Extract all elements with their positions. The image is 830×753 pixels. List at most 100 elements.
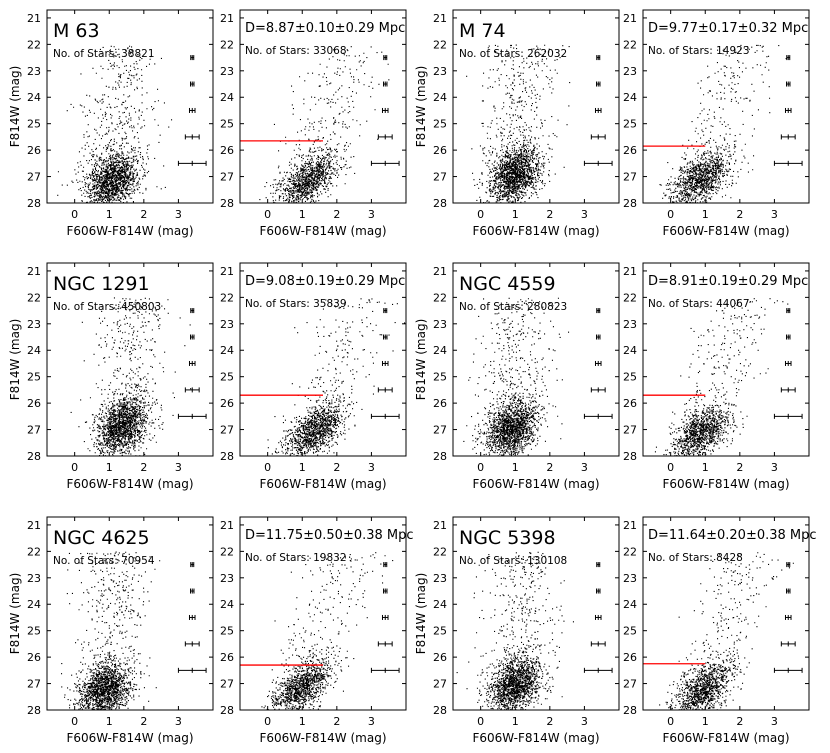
y-tick-label: 26 — [623, 651, 637, 664]
error-bars — [773, 308, 803, 419]
plot-frame — [452, 262, 620, 457]
y-tick-label: 27 — [433, 171, 447, 184]
star-count: No. of Stars: 38821 — [53, 48, 155, 60]
error-bar — [188, 107, 196, 113]
y-tick-label: 23 — [623, 318, 637, 331]
plot-frame — [642, 9, 810, 204]
y-tick-label: 21 — [623, 12, 637, 25]
x-tick-label: 2 — [546, 461, 553, 474]
error-bar — [784, 360, 792, 366]
x-tick-label: 0 — [264, 461, 271, 474]
x-tick-label: 0 — [477, 461, 484, 474]
error-bar — [177, 667, 207, 673]
y-tick-label: 25 — [27, 625, 41, 638]
y-tick-label: 23 — [433, 65, 447, 78]
error-bar — [370, 667, 400, 673]
star-dots — [659, 44, 787, 203]
x-tick-label: 3 — [368, 461, 375, 474]
star-count: No. of Stars: 19832 — [245, 552, 347, 564]
error-bar — [786, 588, 791, 594]
error-bars — [773, 562, 803, 673]
x-tick-label: 1 — [106, 715, 113, 728]
x-axis-label: F606W-F814W (mag) — [259, 477, 386, 491]
x-tick-label: 0 — [667, 208, 674, 221]
error-bar — [190, 81, 195, 87]
x-tick-label: 2 — [736, 208, 743, 221]
axes-ticks — [47, 263, 213, 457]
error-bar — [190, 588, 195, 594]
y-tick-label: 24 — [27, 91, 41, 104]
y-tick-label: 21 — [220, 12, 234, 25]
error-bars — [583, 308, 613, 419]
y-tick-label: 22 — [433, 545, 447, 558]
x-axis-label: F606W-F814W (mag) — [472, 224, 599, 238]
error-bar — [594, 614, 602, 620]
error-bar — [786, 55, 791, 61]
axes-ticks — [240, 517, 406, 711]
x-tick-label: 3 — [368, 208, 375, 221]
x-tick-label: 3 — [771, 715, 778, 728]
y-tick-label: 21 — [220, 265, 234, 278]
y-tick-label: 28 — [27, 704, 41, 717]
scatter-points — [70, 297, 192, 456]
y-tick-label: 24 — [220, 598, 234, 611]
y-tick-label: 28 — [27, 197, 41, 210]
x-tick-label: 0 — [71, 461, 78, 474]
y-tick-label: 23 — [220, 318, 234, 331]
x-axis-label: F606W-F814W (mag) — [259, 731, 386, 745]
galaxy-name: M 63 — [53, 20, 100, 42]
y-tick-label: 25 — [433, 118, 447, 131]
y-tick-label: 24 — [433, 91, 447, 104]
error-bar — [594, 360, 602, 366]
y-tick-label: 21 — [433, 519, 447, 532]
x-tick-label: 3 — [771, 461, 778, 474]
y-tick-label: 24 — [623, 91, 637, 104]
star-dots — [653, 298, 789, 456]
star-dots — [456, 551, 574, 710]
x-tick-label: 1 — [512, 715, 519, 728]
error-bars — [370, 562, 400, 673]
plot-frame — [239, 262, 407, 457]
error-bar — [177, 413, 207, 419]
y-tick-label: 23 — [433, 318, 447, 331]
y-tick-label: 24 — [27, 344, 41, 357]
error-bar — [383, 588, 388, 594]
distance-label: D=9.08±0.19±0.29 Mpc — [245, 274, 405, 289]
y-tick-label: 28 — [220, 450, 234, 463]
star-dots — [70, 297, 192, 456]
error-bar — [184, 641, 200, 647]
error-bar — [780, 387, 796, 393]
distance-label: D=11.64±0.20±0.38 Mpc — [648, 528, 817, 543]
y-tick-label: 27 — [433, 678, 447, 691]
y-tick-label: 26 — [27, 651, 41, 664]
scatter-points — [249, 552, 394, 710]
y-tick-label: 23 — [623, 65, 637, 78]
y-tick-label: 23 — [27, 318, 41, 331]
error-bar — [596, 308, 601, 314]
y-tick-label: 28 — [623, 704, 637, 717]
y-tick-label: 26 — [220, 397, 234, 410]
y-tick-label: 23 — [27, 65, 41, 78]
x-tick-label: 3 — [771, 208, 778, 221]
axes-ticks — [240, 10, 406, 204]
y-tick-label: 23 — [220, 572, 234, 585]
y-axis-label: F814W (mag) — [8, 66, 22, 148]
star-count: No. of Stars: 14923 — [648, 45, 750, 57]
plot-frame — [239, 516, 407, 711]
y-tick-label: 25 — [27, 118, 41, 131]
y-tick-label: 22 — [623, 291, 637, 304]
error-bar — [590, 387, 606, 393]
y-tick-label: 21 — [27, 12, 41, 25]
star-dots — [61, 551, 161, 710]
y-tick-label: 27 — [220, 424, 234, 437]
x-tick-label: 3 — [175, 461, 182, 474]
star-count: No. of Stars: 35839 — [245, 298, 347, 310]
axes-ticks — [47, 10, 213, 204]
x-axis-label: F606W-F814W (mag) — [66, 731, 193, 745]
y-tick-label: 26 — [220, 651, 234, 664]
y-tick-label: 24 — [623, 598, 637, 611]
